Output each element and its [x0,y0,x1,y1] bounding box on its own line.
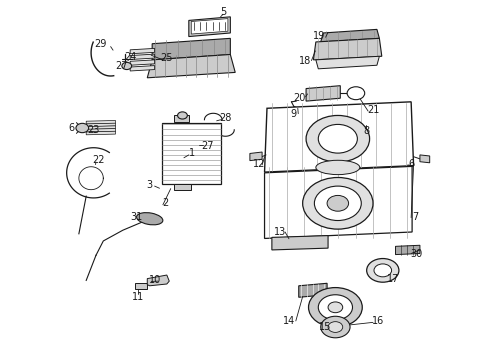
Polygon shape [86,129,116,132]
Text: 28: 28 [219,113,232,123]
Text: 19: 19 [313,31,325,41]
Circle shape [328,321,343,332]
Polygon shape [86,126,116,130]
Polygon shape [395,245,420,255]
Polygon shape [152,39,230,60]
Text: 10: 10 [148,275,161,285]
Text: 15: 15 [319,322,332,332]
Text: 2: 2 [163,198,169,208]
Text: 12: 12 [252,159,265,169]
Circle shape [122,62,132,69]
Text: 6: 6 [68,123,74,132]
Circle shape [177,112,187,119]
Polygon shape [316,56,379,69]
Bar [174,116,189,122]
Text: 16: 16 [372,316,384,326]
Polygon shape [299,283,327,297]
Polygon shape [86,123,116,127]
Text: 30: 30 [410,248,422,258]
Polygon shape [272,235,328,250]
Circle shape [306,116,369,162]
Bar [162,123,220,184]
Polygon shape [130,60,155,65]
Circle shape [303,177,373,229]
Circle shape [76,123,89,133]
Polygon shape [306,86,340,101]
Text: 1: 1 [189,148,196,158]
Circle shape [327,195,348,211]
Text: 21: 21 [367,105,379,115]
Polygon shape [86,131,116,135]
Text: 22: 22 [92,154,105,165]
Bar [135,283,147,289]
Text: 29: 29 [95,40,107,49]
Text: 23: 23 [87,125,100,135]
Text: 18: 18 [298,55,311,66]
Circle shape [321,316,350,338]
Polygon shape [189,17,230,37]
Circle shape [309,288,362,327]
Bar [174,184,191,190]
Polygon shape [420,155,430,163]
Circle shape [318,295,352,320]
Ellipse shape [316,160,360,175]
Circle shape [315,186,361,221]
Text: 9: 9 [291,109,297,119]
Text: 20: 20 [294,93,306,103]
Circle shape [347,87,365,100]
Text: 17: 17 [387,274,399,284]
Polygon shape [265,166,412,238]
Circle shape [367,258,399,282]
Text: 7: 7 [412,212,418,221]
Text: 13: 13 [274,227,286,237]
Text: 3: 3 [147,180,153,190]
Text: 6: 6 [408,159,414,169]
Polygon shape [147,54,235,78]
Text: 11: 11 [132,292,145,302]
Polygon shape [250,152,262,161]
Text: 27: 27 [201,140,214,150]
Text: 24: 24 [124,52,136,62]
Circle shape [318,125,357,153]
Text: 5: 5 [220,7,226,17]
Polygon shape [86,121,116,124]
Ellipse shape [137,213,163,225]
Text: 25: 25 [161,53,173,63]
Polygon shape [147,275,169,286]
Polygon shape [191,19,228,34]
Text: 14: 14 [283,316,295,326]
Polygon shape [130,48,155,54]
Text: 27: 27 [115,61,127,71]
Polygon shape [265,102,414,172]
Text: 31: 31 [130,212,143,222]
Circle shape [374,264,392,277]
Circle shape [328,302,343,313]
Text: 8: 8 [363,126,369,135]
Polygon shape [321,30,379,42]
Polygon shape [314,39,382,60]
Polygon shape [130,54,155,59]
Polygon shape [130,66,155,71]
